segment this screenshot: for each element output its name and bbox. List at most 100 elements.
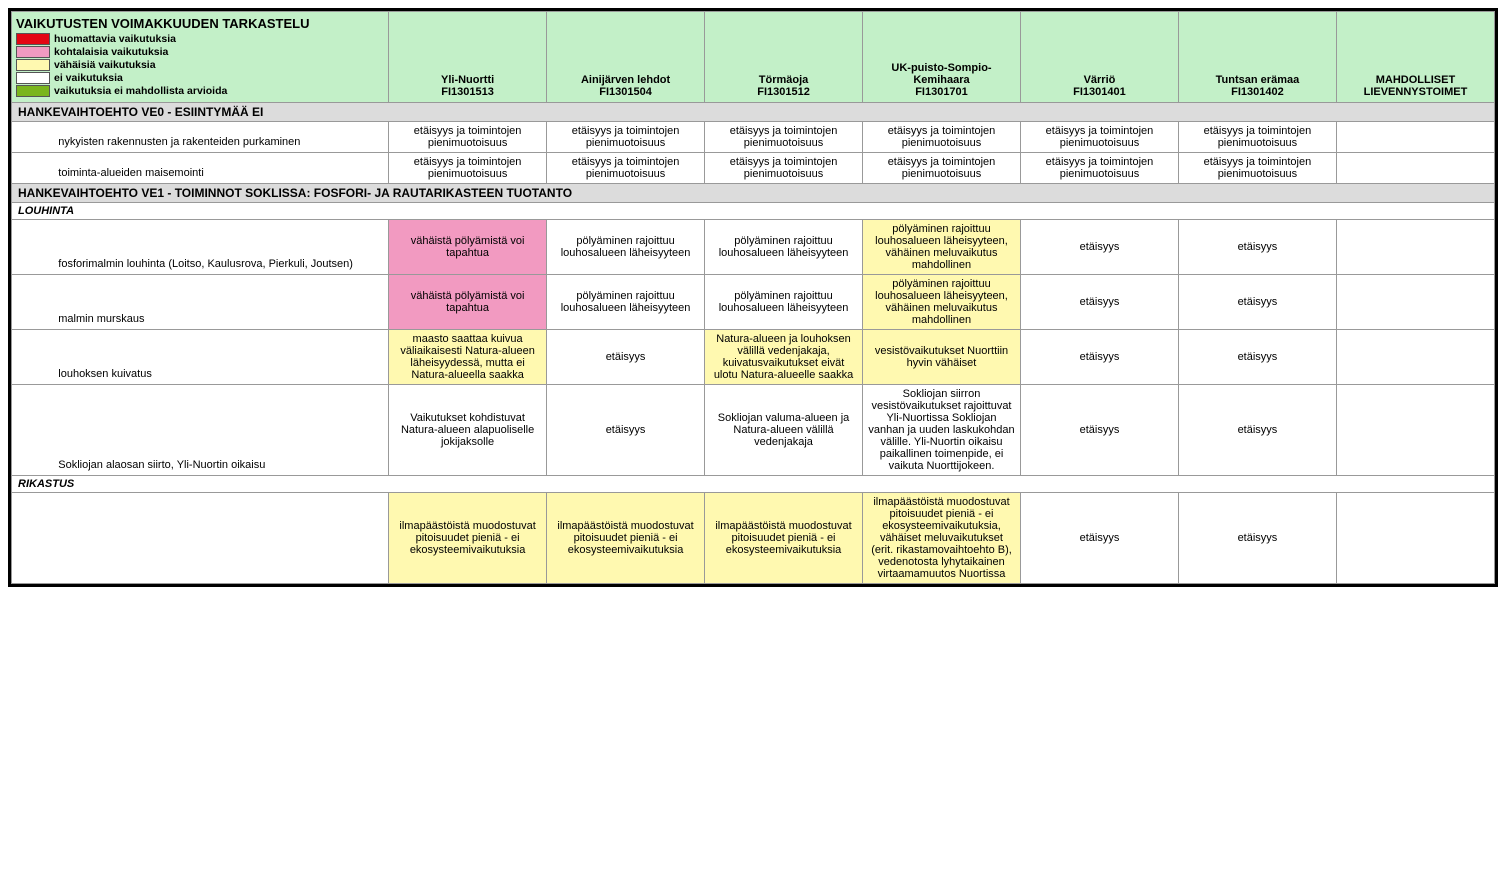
column-header: VärriöFI1301401: [1020, 12, 1178, 103]
impact-cell: pölyäminen rajoittuu louhosalueen läheis…: [863, 220, 1021, 275]
impact-cell: Sokliojan siirron vesistövaikutukset raj…: [863, 385, 1021, 476]
site-code: FI1301401: [1025, 86, 1174, 98]
legend-row: vaikutuksia ei mahdollista arvioida: [16, 85, 384, 97]
impact-cell: Vaikutukset kohdistuvat Natura-alueen al…: [389, 385, 547, 476]
site-code: FI1301513: [393, 86, 542, 98]
legend-swatch: [16, 33, 50, 45]
row-spacer: [12, 330, 53, 385]
site-name: Värriö: [1025, 74, 1174, 86]
impact-cell: etäisyys ja toimintojen pienimuotoisuus: [389, 153, 547, 184]
impact-cell: etäisyys: [1178, 220, 1336, 275]
row-spacer: [12, 122, 53, 153]
subsection-title: RIKASTUS: [12, 476, 1495, 493]
site-code: FI1301402: [1183, 86, 1332, 98]
impact-cell: etäisyys ja toimintojen pienimuotoisuus: [863, 122, 1021, 153]
impact-cell: etäisyys: [547, 330, 705, 385]
impact-cell: Natura-alueen ja louhoksen välillä veden…: [705, 330, 863, 385]
mitigation-cell: [1336, 275, 1494, 330]
row-label: toiminta-alueiden maisemointi: [52, 153, 388, 184]
legend-swatch: [16, 72, 50, 84]
impact-cell: pölyäminen rajoittuu louhosalueen läheis…: [863, 275, 1021, 330]
legend-label: kohtalaisia vaikutuksia: [54, 46, 168, 58]
row-label: nykyisten rakennusten ja rakenteiden pur…: [52, 122, 388, 153]
impact-cell: ilmapäästöistä muodostuvat pitoisuudet p…: [705, 493, 863, 584]
row-spacer: [12, 493, 53, 584]
impact-cell: vesistövaikutukset Nuorttiin hyvin vähäi…: [863, 330, 1021, 385]
mitigation-cell: [1336, 220, 1494, 275]
impact-cell: etäisyys: [1178, 493, 1336, 584]
site-code: FI1301504: [551, 86, 700, 98]
section-title: HANKEVAIHTOEHTO VE1 - TOIMINNOT SOKLISSA…: [12, 184, 1495, 203]
column-header: Ainijärven lehdotFI1301504: [547, 12, 705, 103]
impact-cell: Sokliojan valuma-alueen ja Natura-alueen…: [705, 385, 863, 476]
legend-label: vaikutuksia ei mahdollista arvioida: [54, 85, 227, 97]
impact-cell: etäisyys ja toimintojen pienimuotoisuus: [1020, 122, 1178, 153]
impact-cell: pölyäminen rajoittuu louhosalueen läheis…: [705, 220, 863, 275]
legend-row: kohtalaisia vaikutuksia: [16, 46, 384, 58]
table-row: fosforimalmin louhinta (Loitso, Kaulusro…: [12, 220, 1495, 275]
column-header: TörmäojaFI1301512: [705, 12, 863, 103]
row-spacer: [12, 385, 53, 476]
impact-cell: etäisyys ja toimintojen pienimuotoisuus: [705, 122, 863, 153]
impact-cell: etäisyys: [1020, 330, 1178, 385]
impact-cell: etäisyys ja toimintojen pienimuotoisuus: [547, 122, 705, 153]
site-name: Törmäoja: [709, 74, 858, 86]
impact-cell: etäisyys: [1178, 330, 1336, 385]
mitigation-cell: [1336, 153, 1494, 184]
site-name: Tuntsan erämaa: [1183, 74, 1332, 86]
mitigation-cell: [1336, 385, 1494, 476]
row-label: malmin murskaus: [52, 275, 388, 330]
section-title: HANKEVAIHTOEHTO VE0 - ESIINTYMÄÄ EI: [12, 103, 1495, 122]
impact-cell: etäisyys ja toimintojen pienimuotoisuus: [1178, 153, 1336, 184]
mitigation-cell: [1336, 330, 1494, 385]
impact-matrix-table: VAIKUTUSTEN VOIMAKKUUDEN TARKASTELU huom…: [8, 8, 1498, 587]
legend-row: vähäisiä vaikutuksia: [16, 59, 384, 71]
impact-cell: etäisyys ja toimintojen pienimuotoisuus: [389, 122, 547, 153]
impact-cell: ilmapäästöistä muodostuvat pitoisuudet p…: [547, 493, 705, 584]
site-name: UK-puisto-Sompio-Kemihaara: [867, 62, 1016, 86]
impact-cell: etäisyys: [1020, 275, 1178, 330]
header-row: VAIKUTUSTEN VOIMAKKUUDEN TARKASTELU huom…: [12, 12, 1495, 103]
legend-swatch: [16, 46, 50, 58]
impact-cell: etäisyys: [1178, 275, 1336, 330]
legend-swatch: [16, 85, 50, 97]
legend-row: huomattavia vaikutuksia: [16, 33, 384, 45]
row-spacer: [12, 275, 53, 330]
impact-cell: etäisyys ja toimintojen pienimuotoisuus: [1178, 122, 1336, 153]
legend-label: vähäisiä vaikutuksia: [54, 59, 156, 71]
impact-cell: vähäistä pölyämistä voi tapahtua: [389, 275, 547, 330]
mitigation-header: MAHDOLLISET LIEVENNYSTOIMET: [1336, 12, 1494, 103]
subsection-title: LOUHINTA: [12, 203, 1495, 220]
impact-cell: maasto saattaa kuivua väliaikaisesti Nat…: [389, 330, 547, 385]
row-label: fosforimalmin louhinta (Loitso, Kaulusro…: [52, 220, 388, 275]
table-row: ilmapäästöistä muodostuvat pitoisuudet p…: [12, 493, 1495, 584]
site-name: Yli-Nuortti: [393, 74, 542, 86]
column-header: Yli-NuorttiFI1301513: [389, 12, 547, 103]
impact-cell: pölyäminen rajoittuu louhosalueen läheis…: [547, 275, 705, 330]
column-header: Tuntsan erämaaFI1301402: [1178, 12, 1336, 103]
impact-cell: etäisyys: [1178, 385, 1336, 476]
section-header: HANKEVAIHTOEHTO VE1 - TOIMINNOT SOKLISSA…: [12, 184, 1495, 203]
impact-cell: etäisyys: [1020, 220, 1178, 275]
mitigation-cell: [1336, 122, 1494, 153]
legend-label: huomattavia vaikutuksia: [54, 33, 176, 45]
site-code: FI1301701: [867, 86, 1016, 98]
impact-cell: etäisyys ja toimintojen pienimuotoisuus: [547, 153, 705, 184]
site-code: FI1301512: [709, 86, 858, 98]
impact-cell: ilmapäästöistä muodostuvat pitoisuudet p…: [863, 493, 1021, 584]
table-row: louhoksen kuivatusmaasto saattaa kuivua …: [12, 330, 1495, 385]
impact-cell: etäisyys ja toimintojen pienimuotoisuus: [863, 153, 1021, 184]
table-row: Sokliojan alaosan siirto, Yli-Nuortin oi…: [12, 385, 1495, 476]
legend-swatch: [16, 59, 50, 71]
table-row: toiminta-alueiden maisemointietäisyys ja…: [12, 153, 1495, 184]
table-row: malmin murskausvähäistä pölyämistä voi t…: [12, 275, 1495, 330]
impact-cell: etäisyys: [547, 385, 705, 476]
mitigation-cell: [1336, 493, 1494, 584]
impact-cell: etäisyys ja toimintojen pienimuotoisuus: [705, 153, 863, 184]
row-spacer: [12, 220, 53, 275]
impact-cell: vähäistä pölyämistä voi tapahtua: [389, 220, 547, 275]
legend-block: huomattavia vaikutuksiakohtalaisia vaiku…: [16, 33, 384, 97]
impact-cell: etäisyys: [1020, 385, 1178, 476]
legend-row: ei vaikutuksia: [16, 72, 384, 84]
row-label: Sokliojan alaosan siirto, Yli-Nuortin oi…: [52, 385, 388, 476]
